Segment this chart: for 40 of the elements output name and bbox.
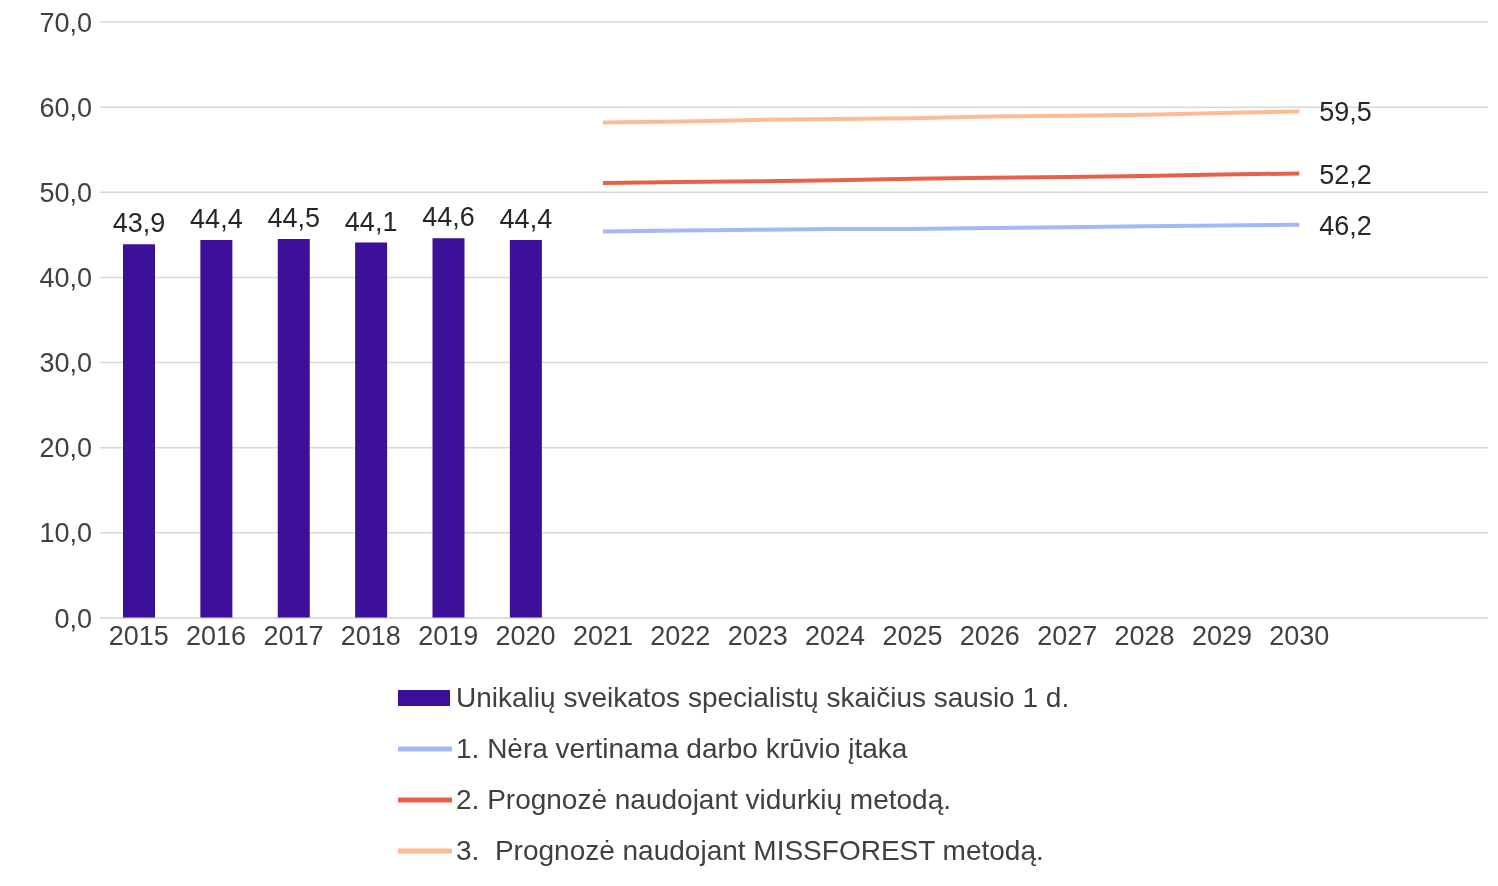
y-tick-label: 30,0 <box>39 348 92 379</box>
line-series <box>600 109 1302 125</box>
x-tick-label: 2020 <box>495 621 556 652</box>
legend-label: 2. Prognozė naudojant vidurkių metodą. <box>456 783 951 816</box>
x-tick-label: 2021 <box>572 621 633 652</box>
x-tick-label: 2030 <box>1269 621 1330 652</box>
x-tick-label: 2023 <box>727 621 788 652</box>
data-label: 59,5 <box>1319 97 1372 128</box>
line-series <box>600 222 1302 234</box>
x-tick-label: 2025 <box>882 621 943 652</box>
legend-label: Unikalių sveikatos specialistų skaičius sausio 1 d. <box>456 681 1070 714</box>
x-tick-label: 2017 <box>263 621 324 652</box>
x-tick-label: 2028 <box>1114 621 1175 652</box>
data-label: 52,2 <box>1319 159 1372 190</box>
y-tick-label: 20,0 <box>39 433 92 464</box>
x-tick-label: 2024 <box>805 621 866 652</box>
x-tick-label: 2019 <box>418 621 479 652</box>
x-tick-label: 2016 <box>186 621 247 652</box>
y-tick-label: 40,0 <box>39 263 92 294</box>
data-label: 46,2 <box>1319 210 1372 241</box>
legend-label: 1. Nėra vertinama darbo krūvio įtaka <box>456 732 908 765</box>
x-tick-label: 2027 <box>1037 621 1098 652</box>
data-label: 44,5 <box>267 203 321 234</box>
data-label: 44,4 <box>499 203 553 234</box>
line-series <box>600 171 1302 185</box>
y-tick-label: 10,0 <box>39 518 92 549</box>
x-tick-label: 2015 <box>108 621 169 652</box>
y-tick-label: 0,0 <box>54 603 92 634</box>
x-tick-label: 2029 <box>1191 621 1252 652</box>
y-tick-label: 60,0 <box>39 92 92 123</box>
y-tick-label: 70,0 <box>39 7 92 38</box>
y-tick-label: 50,0 <box>39 177 92 208</box>
data-label: 44,6 <box>422 202 475 233</box>
x-tick-label: 2022 <box>650 621 711 652</box>
x-tick-label: 2026 <box>959 621 1020 652</box>
data-label: 43,9 <box>112 208 166 239</box>
data-label: 44,1 <box>344 206 398 237</box>
legend-label: 3. Prognozė naudojant MISSFOREST metodą. <box>456 834 1044 867</box>
data-label: 44,4 <box>190 203 243 234</box>
x-tick-label: 2018 <box>340 621 401 652</box>
